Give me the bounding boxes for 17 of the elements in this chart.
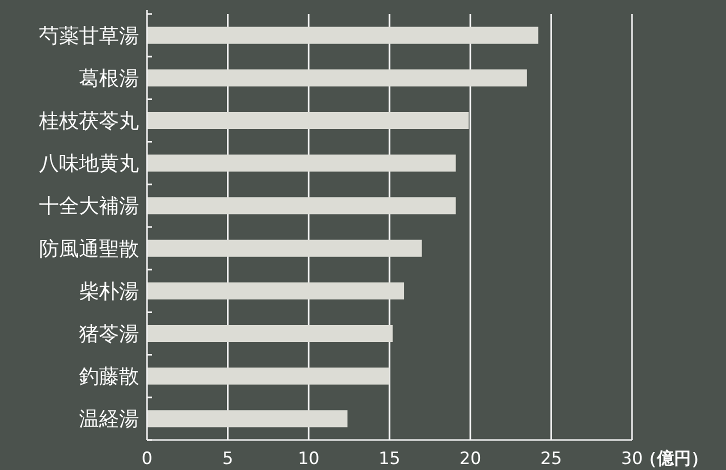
y-tick-label: 芍薬甘草湯: [39, 23, 139, 48]
y-tick-label: 温経湯: [79, 406, 139, 431]
x-tick-label: 10: [298, 449, 320, 469]
x-tick-label: 15: [378, 449, 400, 469]
x-tick-label: 0: [142, 449, 152, 469]
x-tick-label: 20: [460, 449, 482, 469]
y-tick-label: 十全大補湯: [39, 194, 139, 218]
y-tick-label: 桂枝茯苓丸: [38, 108, 139, 132]
y-tick-label: 防風通聖散: [39, 236, 139, 260]
y-tick-label: 猪苓湯: [79, 322, 139, 346]
y-tick-label: 葛根湯: [79, 66, 139, 90]
x-tick-label: 25: [540, 449, 562, 469]
y-tick-label: 柴朴湯: [79, 278, 139, 303]
y-tick-label: 釣藤散: [79, 364, 139, 388]
x-tick-label: 5: [222, 449, 234, 469]
y-tick-label: 八味地黄丸: [39, 151, 139, 176]
x-tick-label: 30: [621, 449, 643, 469]
